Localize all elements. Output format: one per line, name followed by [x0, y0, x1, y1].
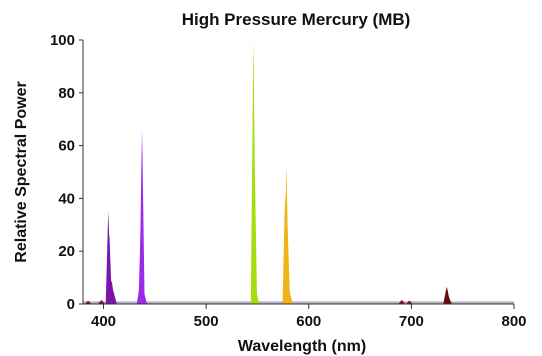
- chart-title: High Pressure Mercury (MB): [182, 10, 411, 29]
- y-tick-label: 0: [67, 296, 75, 313]
- spectral-peak: [84, 300, 92, 304]
- spectrum-peaks: [83, 40, 514, 304]
- y-axis-ticks: 0 20 40 60 80 100: [50, 32, 83, 313]
- spectral-peak: [284, 227, 291, 304]
- spectrum-baseline: [83, 301, 514, 304]
- spectral-peak: [251, 156, 258, 304]
- spectral-peak: [140, 290, 148, 304]
- x-tick-label: 800: [501, 313, 526, 330]
- spectral-peak: [285, 290, 293, 304]
- x-tick-label: 600: [296, 313, 321, 330]
- x-tick-label: 400: [91, 313, 116, 330]
- y-tick-label: 80: [58, 85, 75, 102]
- y-tick-label: 60: [58, 138, 75, 155]
- x-axis-ticks: 400 500 600 700 800: [91, 304, 527, 330]
- spectral-peak: [444, 296, 452, 304]
- spectral-peak: [398, 300, 406, 304]
- y-axis-label: Relative Spectral Power: [13, 81, 30, 262]
- spectral-peak: [139, 129, 145, 304]
- y-tick-label: 40: [58, 190, 75, 207]
- spectral-peak: [97, 300, 105, 304]
- y-tick-label: 20: [58, 243, 75, 260]
- spectral-peak: [252, 290, 260, 304]
- y-tick-label: 100: [50, 32, 75, 49]
- x-tick-label: 700: [399, 313, 424, 330]
- x-axis-label: Wavelength (nm): [238, 338, 366, 355]
- x-tick-label: 500: [194, 313, 219, 330]
- spectral-peak: [109, 290, 117, 304]
- spectral-peak: [405, 300, 413, 304]
